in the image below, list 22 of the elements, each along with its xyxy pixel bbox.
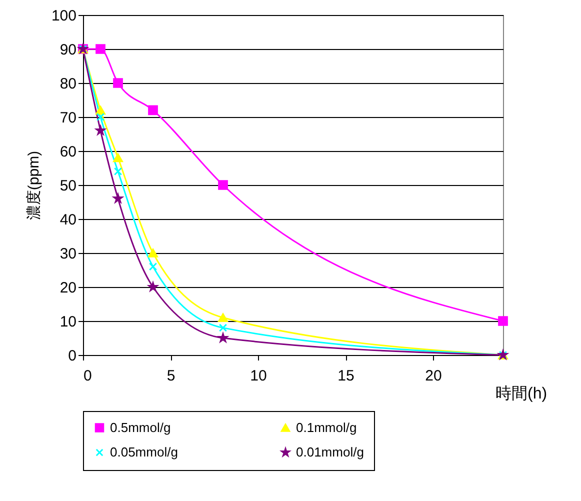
legend-label: 0.5mmol/g [110,420,171,435]
x-tick-label: 10 [250,368,267,384]
y-tick-label: 80 [60,76,76,92]
y-tick-label: 0 [68,348,76,364]
legend-label: 0.05mmol/g [110,444,178,460]
y-tick-label: 40 [60,212,76,228]
x-tick-label: 15 [338,368,354,384]
legend-label: 0.1mmol/g [296,420,357,435]
y-tick-label: 30 [60,246,76,262]
y-axis-title: 濃度(ppm) [25,150,42,220]
y-tick-label: 20 [60,280,76,296]
y-tick-label: 90 [60,42,76,58]
y-tick-label: 50 [60,178,76,194]
y-tick-label: 100 [51,8,76,24]
legend-label: 0.01mmol/g [296,444,364,460]
y-tick-label: 70 [60,110,76,126]
x-tick-label: 0 [84,368,92,384]
x-axis-title: 時間(h) [496,384,548,402]
y-tick-label: 60 [60,144,76,160]
x-tick-label: 20 [425,368,442,384]
y-tick-label: 10 [60,314,76,330]
x-tick-label: 5 [166,368,176,384]
